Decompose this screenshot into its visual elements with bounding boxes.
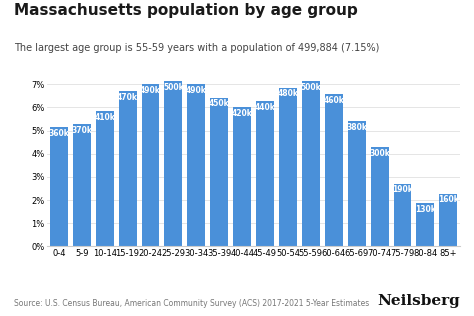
Text: 370k: 370k [71, 126, 92, 135]
Text: 490k: 490k [186, 86, 207, 95]
Text: 420k: 420k [232, 109, 253, 118]
Text: Source: U.S. Census Bureau, American Community Survey (ACS) 2017-2021 5-Year Est: Source: U.S. Census Bureau, American Com… [14, 299, 369, 308]
Text: 130k: 130k [415, 205, 436, 214]
Bar [348, 121, 365, 246]
Text: 490k: 490k [140, 86, 161, 95]
Bar [233, 107, 251, 246]
Bar [325, 94, 343, 246]
Bar [187, 84, 205, 246]
Text: 300k: 300k [369, 149, 390, 158]
Text: 500k: 500k [163, 83, 184, 92]
Bar [256, 101, 274, 246]
Bar [371, 147, 389, 246]
Text: 360k: 360k [48, 129, 69, 138]
Bar [279, 88, 297, 246]
Text: 380k: 380k [346, 123, 367, 131]
Bar [142, 84, 159, 246]
Text: 160k: 160k [438, 195, 459, 204]
Text: Neilsberg: Neilsberg [377, 294, 460, 308]
Text: 500k: 500k [301, 83, 321, 92]
Text: The largest age group is 55-59 years with a population of 499,884 (7.15%): The largest age group is 55-59 years wit… [14, 43, 380, 53]
Bar [210, 98, 228, 246]
Bar [73, 124, 91, 246]
Bar [417, 204, 434, 246]
Bar [164, 81, 182, 246]
Text: 440k: 440k [255, 103, 275, 112]
Text: 450k: 450k [209, 99, 229, 108]
Text: 480k: 480k [277, 89, 299, 98]
Bar [302, 81, 320, 246]
Bar [96, 111, 114, 246]
Text: 460k: 460k [323, 96, 344, 105]
Text: Massachusetts population by age group: Massachusetts population by age group [14, 3, 358, 18]
Bar [50, 127, 68, 246]
Text: 470k: 470k [117, 93, 138, 102]
Bar [393, 184, 411, 246]
Bar [439, 193, 457, 246]
Bar [118, 91, 137, 246]
Text: 410k: 410k [94, 112, 115, 122]
Text: 190k: 190k [392, 185, 413, 194]
